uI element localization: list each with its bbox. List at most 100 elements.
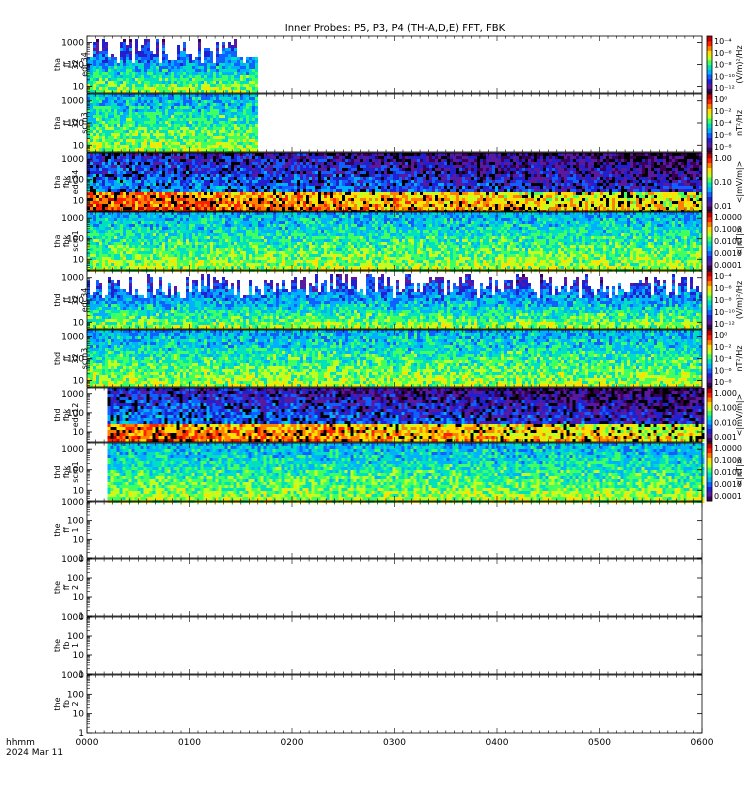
spectrogram-cell: [114, 127, 117, 130]
spectrogram-cell: [180, 136, 183, 139]
spectrogram-cell: [177, 118, 180, 121]
spectrogram-cell: [93, 75, 96, 78]
spectrogram-cell: [417, 174, 420, 177]
spectrogram-cell: [240, 106, 243, 109]
spectrogram-cell: [183, 109, 186, 112]
spectrogram-cell: [150, 121, 153, 124]
spectrogram-cell: [438, 195, 441, 198]
spectrogram-cell: [339, 174, 342, 177]
spectrogram-cell: [165, 130, 168, 133]
spectrogram-cell: [117, 153, 120, 156]
spectrogram-cell: [213, 159, 216, 162]
spectrogram-cell: [468, 186, 471, 189]
spectrogram-cell: [288, 189, 291, 192]
spectrogram-cell: [435, 186, 438, 189]
spectrogram-cell: [402, 159, 405, 162]
spectrogram-cell: [147, 103, 150, 106]
spectrogram-cell: [138, 186, 141, 189]
spectrogram-cell: [225, 57, 228, 60]
spectrogram-cell: [168, 139, 171, 142]
spectrogram-cell: [240, 192, 243, 195]
spectrogram-cell: [396, 165, 399, 168]
spectrogram-cell: [459, 201, 462, 204]
spectrogram-cell: [375, 183, 378, 186]
spectrogram-cell: [135, 177, 138, 180]
spectrogram-cell: [309, 153, 312, 156]
spectrogram-cell: [90, 94, 93, 97]
spectrogram-cell: [141, 204, 144, 207]
spectrogram-cell: [423, 183, 426, 186]
spectrogram-cell: [168, 174, 171, 177]
spectrogram-cell: [207, 204, 210, 207]
spectrogram-cell: [138, 180, 141, 183]
spectrogram-cell: [303, 162, 306, 165]
spectrogram-cell: [408, 165, 411, 168]
spectrogram-cell: [372, 162, 375, 165]
spectrogram-cell: [195, 69, 198, 72]
spectrogram-cell: [339, 189, 342, 192]
spectrogram-cell: [321, 153, 324, 156]
spectrogram-cell: [90, 115, 93, 118]
spectrogram-cell: [207, 51, 210, 54]
spectrogram-cell: [180, 94, 183, 97]
spectrogram-cell: [324, 210, 327, 213]
spectrogram-cell: [456, 195, 459, 198]
spectrogram-cell: [273, 156, 276, 159]
spectrogram-cell: [357, 195, 360, 198]
spectrogram-cell: [108, 153, 111, 156]
spectrogram-cell: [177, 94, 180, 97]
spectrogram-cell: [447, 195, 450, 198]
spectrogram-cell: [147, 72, 150, 75]
spectrogram-cell: [351, 153, 354, 156]
spectrogram-cell: [183, 177, 186, 180]
spectrogram-cell: [123, 121, 126, 124]
spectrogram-cell: [273, 210, 276, 213]
spectrogram-cell: [141, 90, 144, 93]
spectrogram-cell: [237, 106, 240, 109]
spectrogram-cell: [276, 174, 279, 177]
spectrogram-cell: [225, 127, 228, 130]
spectrogram-cell: [93, 66, 96, 69]
spectrogram-cell: [294, 171, 297, 174]
spectrogram-cell: [216, 142, 219, 145]
spectrogram-cell: [480, 156, 483, 159]
spectrogram-cell: [192, 148, 195, 151]
spectrogram-cell: [144, 189, 147, 192]
spectrogram-cell: [168, 189, 171, 192]
spectrogram-cell: [171, 69, 174, 72]
spectrogram-cell: [174, 72, 177, 75]
spectrogram-cell: [246, 121, 249, 124]
spectrogram-cell: [228, 48, 231, 51]
spectrogram-cell: [363, 159, 366, 162]
spectrogram-cell: [180, 207, 183, 210]
spectrogram-cell: [195, 201, 198, 204]
spectrogram-cell: [96, 109, 99, 112]
spectrogram-cell: [153, 115, 156, 118]
spectrogram-cell: [123, 48, 126, 51]
spectrogram-cell: [189, 118, 192, 121]
spectrogram-cell: [231, 45, 234, 48]
spectrogram-cell: [108, 109, 111, 112]
spectrogram-cell: [183, 57, 186, 60]
spectrogram-cell: [96, 94, 99, 97]
spectrogram-cell: [228, 112, 231, 115]
spectrogram-cell: [237, 210, 240, 213]
spectrogram-cell: [195, 103, 198, 106]
spectrogram-cell: [147, 42, 150, 45]
spectrogram-cell: [405, 174, 408, 177]
spectrogram-cell: [174, 127, 177, 130]
spectrogram-cell: [96, 100, 99, 103]
spectrogram-cell: [414, 174, 417, 177]
spectrogram-cell: [222, 204, 225, 207]
spectrogram-cell: [132, 195, 135, 198]
spectrogram-cell: [462, 186, 465, 189]
spectrogram-cell: [315, 156, 318, 159]
spectrogram-cell: [297, 156, 300, 159]
spectrogram-cell: [321, 162, 324, 165]
spectrogram-cell: [183, 210, 186, 213]
spectrogram-cell: [213, 180, 216, 183]
spectrogram-cell: [210, 136, 213, 139]
spectrogram-cell: [216, 84, 219, 87]
spectrogram-cell: [111, 186, 114, 189]
spectrogram-cell: [234, 142, 237, 145]
